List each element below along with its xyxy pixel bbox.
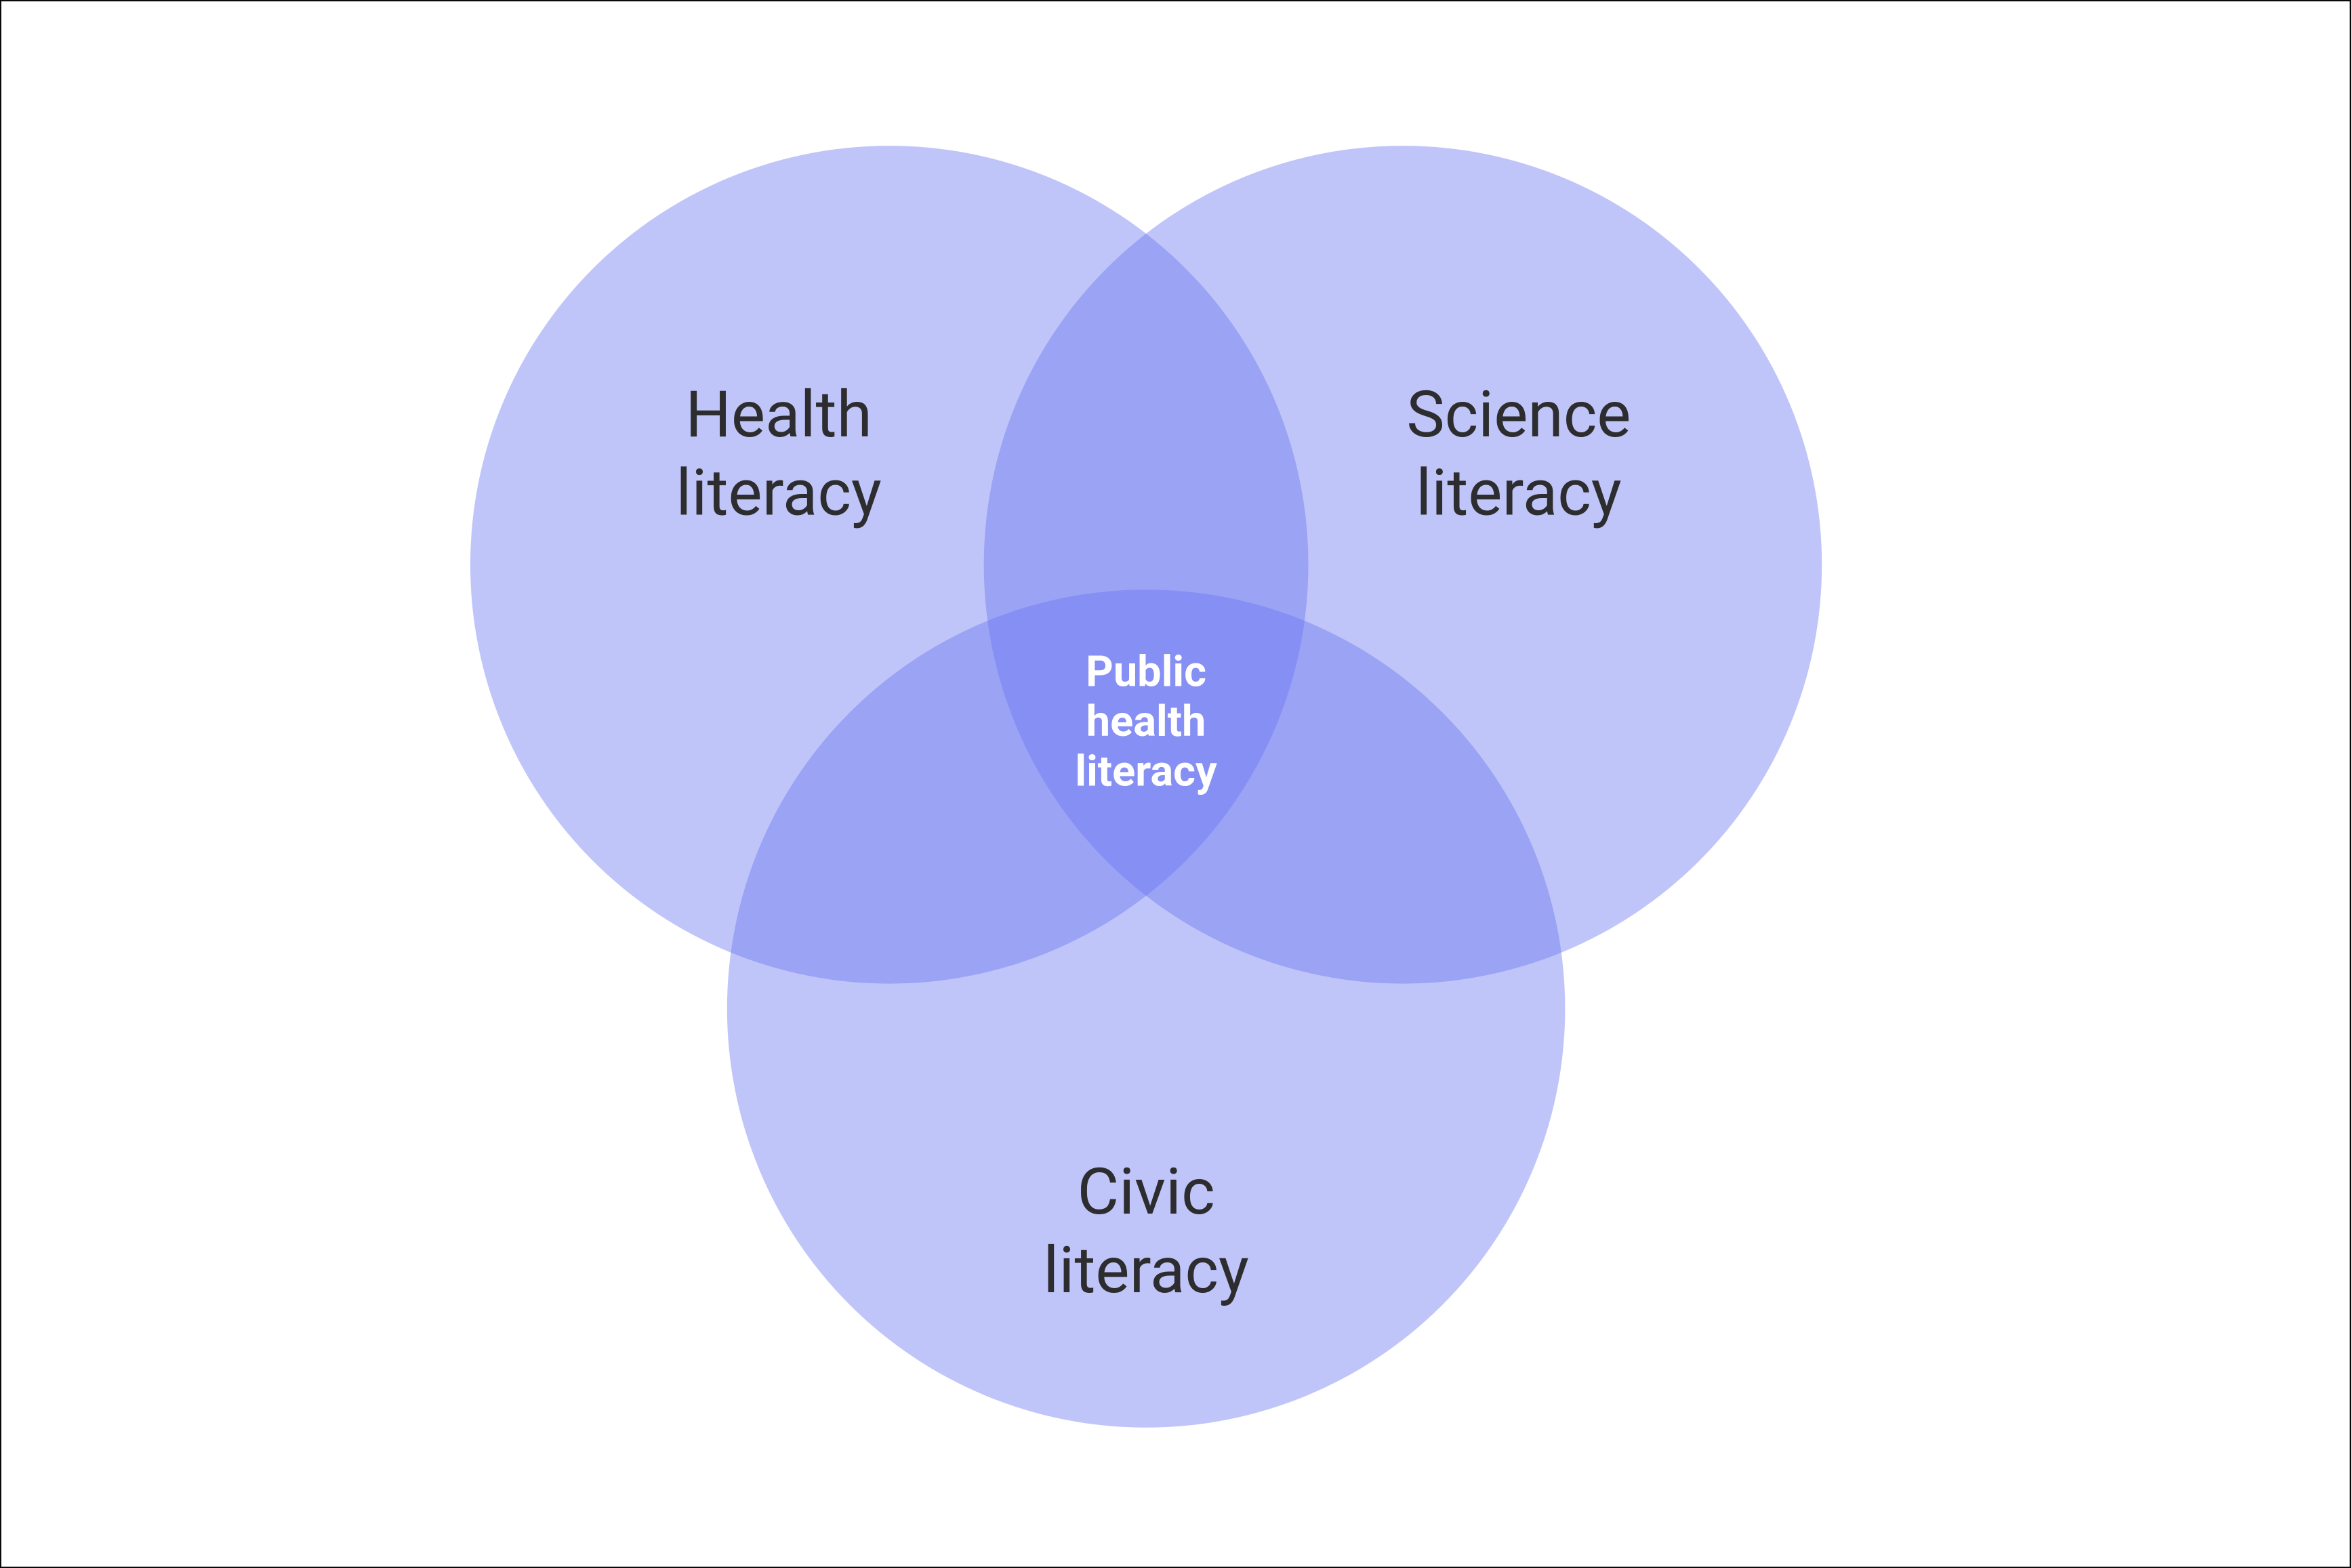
venn-diagram: HealthliteracyScienceliteracyCiviclitera… — [1, 1, 2350, 1567]
venn-label-health-line-1: literacy — [676, 456, 881, 531]
venn-label-science-line-0: Science — [1406, 377, 1631, 453]
venn-center-text-line-2: literacy — [1075, 747, 1217, 797]
venn-label-civic-line-1: literacy — [1043, 1233, 1248, 1308]
venn-center-text-line-0: Public — [1086, 646, 1206, 697]
venn-center-text-line-1: health — [1086, 697, 1206, 747]
diagram-frame: HealthliteracyScienceliteracyCiviclitera… — [0, 0, 2351, 1568]
venn-label-civic-line-0: Civic — [1078, 1155, 1215, 1230]
venn-label-science-line-1: literacy — [1416, 456, 1621, 531]
venn-label-health-line-0: Health — [685, 377, 872, 453]
venn-center-label: Publichealthliteracy — [1075, 646, 1217, 796]
venn-center-text: Publichealthliteracy — [1075, 646, 1217, 796]
